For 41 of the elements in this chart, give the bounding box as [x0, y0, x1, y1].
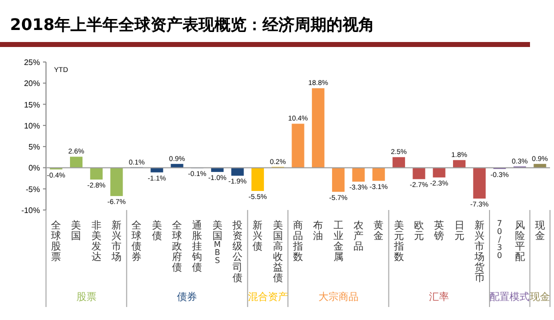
text: 现金: [530, 291, 550, 303]
x-tick-label: 全球债券: [132, 220, 142, 263]
y-tick-label: 15%: [24, 100, 40, 110]
y-tick-label: 5%: [28, 142, 40, 152]
text: 股票: [76, 292, 96, 303]
x-tick-label: 70/30: [497, 219, 502, 260]
y-tick-label: -10%: [21, 206, 40, 215]
text: 债券: [177, 291, 198, 303]
y-tick-label: 10%: [24, 121, 40, 130]
x-tick-label: 黄金: [374, 220, 384, 242]
text: 混合资产: [248, 291, 288, 303]
x-tick-label: 风险平配: [514, 220, 525, 263]
x-tick-label: 全球政府债: [172, 220, 182, 274]
x-tick-label: 新兴市场: [110, 220, 122, 263]
x-tick-label: 日元: [454, 220, 464, 242]
x-tick-label: 新兴债: [252, 220, 263, 252]
text: 配置模式: [490, 291, 530, 303]
x-tick-label: 投资级公司债: [232, 220, 243, 284]
x-tick-label: 美国MBS: [212, 220, 222, 265]
x-tick-label: 现金: [534, 220, 545, 242]
x-tick-label: 美元指数: [392, 220, 404, 263]
x-tick-label: 新兴市场货币: [473, 220, 484, 284]
text: 汇率: [429, 291, 450, 303]
x-tick-label: 欧元: [414, 220, 424, 242]
text: 大宗商品: [318, 291, 358, 303]
x-tick-label: 全球股票: [51, 220, 62, 263]
x-tick-label: 商品指数: [292, 220, 303, 263]
y-tick-label: 20%: [24, 79, 40, 88]
x-tick-label: 美国高收益债: [272, 220, 283, 284]
x-tick-label: 工业金属: [333, 220, 344, 263]
x-tick-label: 英镑: [433, 220, 444, 242]
y-tick-label: 25%: [24, 58, 40, 67]
chart-title: 2018年上半年全球资产表现概览：经济周期的视角: [10, 15, 375, 34]
x-tick-label: 农产品: [353, 220, 364, 252]
x-tick-label: 美债: [152, 220, 162, 242]
x-tick-label: 非美发达: [91, 220, 102, 263]
x-tick-label: 布油: [313, 220, 324, 242]
y-tick-label: -5%: [26, 184, 40, 194]
x-tick-label: 美国: [71, 220, 82, 242]
y-tick-label: 0%: [28, 164, 40, 173]
x-tick-label: 通胀挂钩债: [191, 220, 202, 274]
